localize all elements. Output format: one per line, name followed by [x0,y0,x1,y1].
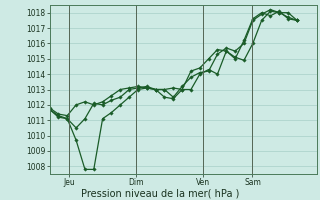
Text: Pression niveau de la mer( hPa ): Pression niveau de la mer( hPa ) [81,188,239,198]
